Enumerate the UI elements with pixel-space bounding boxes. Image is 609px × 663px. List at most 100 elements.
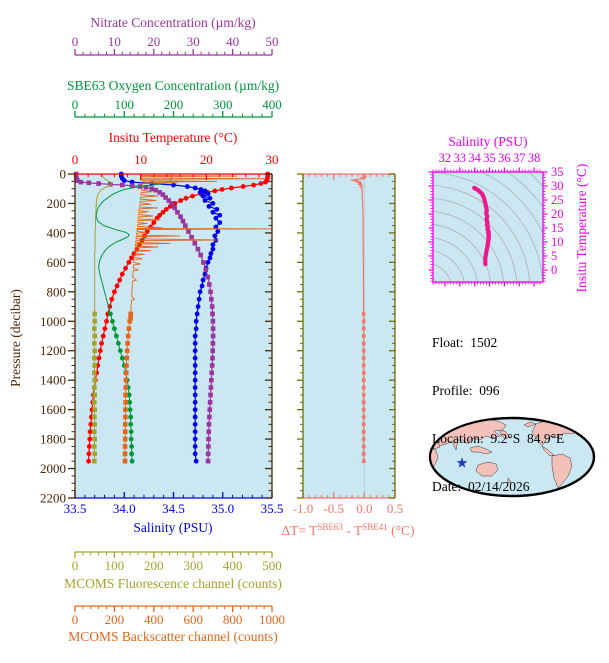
series-backscatter-marker <box>123 414 128 420</box>
series-nitrate-marker <box>143 184 149 190</box>
series-delta-t-marker <box>361 429 366 434</box>
ts-temp-tick-label: 0 <box>551 263 557 277</box>
pressure-tick-label: 1600 <box>40 402 66 417</box>
map-landmass <box>541 445 555 457</box>
map-landmass <box>507 477 512 484</box>
delta-tick-label: 0.0 <box>356 501 372 516</box>
series-salinity-marker <box>206 204 212 209</box>
series-backscatter-marker <box>123 385 129 390</box>
series-backscatter-marker <box>123 399 128 405</box>
series-backscatter-marker <box>125 341 130 346</box>
delta-t-panel: -1.0 -0.5 0.0 0.5 ΔT= TSBE63 - TSBE41 (°C) <box>282 173 415 538</box>
series-oxygen-marker <box>108 311 113 317</box>
series-temperature-marker <box>126 259 132 265</box>
series-salinity-marker <box>129 179 135 185</box>
series-temperature-marker <box>104 318 109 324</box>
series-salinity-marker <box>196 296 202 302</box>
series-salinity-marker <box>192 333 198 339</box>
series-salinity-marker <box>194 311 200 317</box>
series-delta-t-marker <box>361 371 366 375</box>
series-backscatter-marker <box>123 407 128 412</box>
series-backscatter-marker <box>123 377 129 383</box>
series-temperature-marker <box>117 277 123 283</box>
delta-tick-label: 0.5 <box>387 501 403 516</box>
backscatter-axis-title: MCOMS Backscatter channel (counts) <box>68 629 278 644</box>
series-oxygen-marker <box>119 355 125 361</box>
tick-label: 100 <box>105 558 125 573</box>
formula-part: SBE41 <box>362 522 388 532</box>
series-salinity-marker <box>192 370 198 376</box>
series-nitrate-marker <box>210 341 216 346</box>
series-temperature-marker <box>263 179 268 185</box>
map-landmass <box>469 445 493 455</box>
tick-label: 200 <box>164 97 184 112</box>
tick-label: 300 <box>213 97 233 112</box>
pressure-tick-label: 2200 <box>40 491 66 506</box>
temperature-axis-title: Insitu Temperature (°C) <box>109 130 238 145</box>
series-nitrate-marker <box>149 186 155 192</box>
series-salinity-marker <box>197 289 203 295</box>
series-oxygen-marker <box>127 399 133 405</box>
series-temperature-marker <box>163 206 169 212</box>
series-nitrate-marker <box>209 304 215 309</box>
series-salinity-marker <box>192 399 198 405</box>
tick-label: 400 <box>262 97 282 112</box>
ts-temp-tick-label: 30 <box>551 179 564 193</box>
series-delta-t-marker <box>361 444 366 449</box>
series-salinity-marker <box>200 193 206 199</box>
series-fluorescence-marker <box>92 436 97 442</box>
ts-temp-tick-label: 25 <box>551 193 564 207</box>
tick-label: 34.0 <box>113 501 136 516</box>
series-oxygen-marker <box>129 458 135 464</box>
profile-number-line: Profile: 096 <box>432 383 500 398</box>
series-oxygen-marker <box>126 392 132 398</box>
main-plot-spines: 0 10 20 30 33.5 34.0 34.5 35.0 35.5 0 200 400 600 800… <box>40 152 283 516</box>
series-fluorescence-marker <box>92 451 97 457</box>
series-nitrate-marker <box>189 235 194 240</box>
series-temperature-marker <box>87 429 93 435</box>
series-nitrate-marker <box>205 458 211 464</box>
series-delta-t-marker <box>361 422 366 427</box>
series-fluorescence-marker <box>92 444 97 449</box>
fluorescence-axis: 0 100 200 300 400 500 <box>72 551 282 573</box>
ts-frame <box>432 171 544 283</box>
series-delta-t-marker <box>361 385 366 390</box>
pressure-tick-label: 1400 <box>40 373 66 388</box>
series-nitrate-marker <box>119 182 125 188</box>
pressure-tick-label: 800 <box>47 284 67 299</box>
series-temperature-marker <box>190 193 195 199</box>
delta-t-formula: ΔT= TSBE63 - TSBE41 (°C) <box>282 522 415 538</box>
series-salinity-marker <box>192 355 198 361</box>
series-salinity-marker <box>199 283 205 289</box>
series-salinity-marker <box>121 178 127 184</box>
series-temperature-marker <box>123 265 128 271</box>
tick-label: 100 <box>115 97 135 112</box>
series-backscatter-marker <box>125 333 131 339</box>
series-delta-t-marker <box>361 459 366 463</box>
series-temperature-marker <box>251 182 257 188</box>
pressure-tick-label: 1000 <box>40 314 66 329</box>
series-salinity-marker <box>207 255 213 261</box>
series-salinity-marker <box>192 377 198 383</box>
series-fluorescence-marker <box>92 363 97 368</box>
tick-label: 35.5 <box>261 501 284 516</box>
series-fluorescence <box>92 173 113 464</box>
ts-sal-tick-label: 38 <box>528 151 541 165</box>
series-salinity-marker <box>192 414 198 420</box>
series-salinity-marker <box>210 242 216 248</box>
series-nitrate-marker <box>209 363 215 368</box>
series-temperature-marker <box>86 444 92 449</box>
series-nitrate-marker <box>175 209 180 215</box>
ts-sal-tick-label: 34 <box>468 151 481 165</box>
series-nitrate-marker <box>169 201 174 206</box>
tick-label: 200 <box>105 612 125 627</box>
series-salinity-marker <box>210 246 216 252</box>
tick-label: 600 <box>183 612 203 627</box>
main-profile-plot <box>73 171 273 498</box>
series-nitrate-marker <box>210 355 215 361</box>
delta-tick-label: -0.5 <box>323 501 344 516</box>
float-id-line: Float: 1502 <box>432 335 498 350</box>
series-backscatter-marker <box>122 451 128 457</box>
series-nitrate-marker <box>210 326 216 331</box>
series-delta-t-marker <box>361 407 366 412</box>
